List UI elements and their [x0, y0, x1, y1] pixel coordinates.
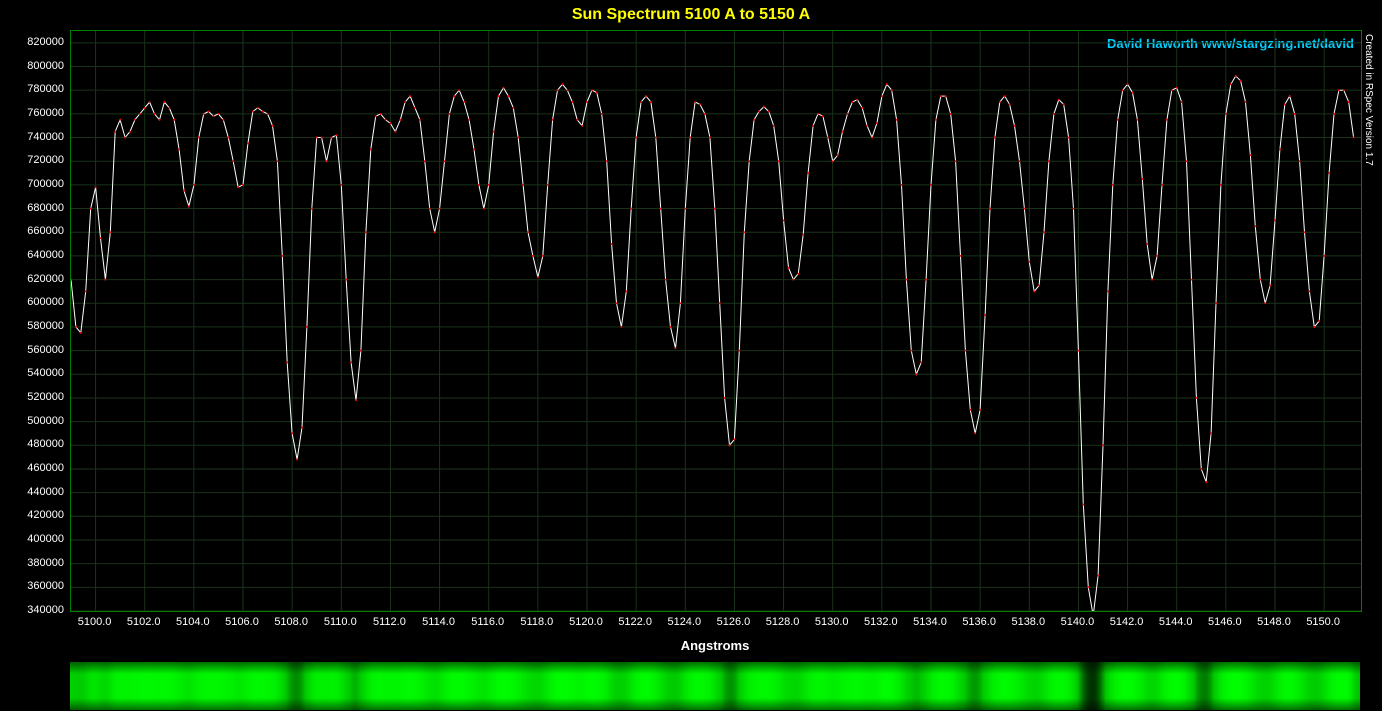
y-tick-label: 600000 [16, 296, 64, 308]
x-tick-label: 5122.0 [618, 616, 652, 628]
y-tick-label: 620000 [16, 273, 64, 285]
software-credit-text: Created in RSpec Version 1.7 [1363, 34, 1374, 166]
x-tick-label: 5112.0 [373, 616, 406, 628]
x-tick-label: 5104.0 [176, 616, 210, 628]
y-tick-label: 800000 [16, 60, 64, 72]
y-tick-label: 340000 [16, 604, 64, 616]
spectrum-line [71, 76, 1354, 611]
x-tick-label: 5106.0 [225, 616, 259, 628]
x-tick-label: 5128.0 [766, 616, 800, 628]
x-tick-label: 5132.0 [864, 616, 898, 628]
y-tick-label: 560000 [16, 344, 64, 356]
y-tick-label: 700000 [16, 178, 64, 190]
x-tick-label: 5140.0 [1061, 616, 1095, 628]
x-tick-label: 5134.0 [913, 616, 947, 628]
plot-area [70, 30, 1362, 612]
x-tick-label: 5146.0 [1208, 616, 1242, 628]
chart-title: Sun Spectrum 5100 A to 5150 A [0, 6, 1382, 24]
spectrum-band-canvas [70, 662, 1360, 710]
y-tick-label: 520000 [16, 391, 64, 403]
y-tick-label: 480000 [16, 438, 64, 450]
x-tick-label: 5136.0 [962, 616, 996, 628]
spectrum-color-band [70, 662, 1360, 710]
y-tick-label: 460000 [16, 462, 64, 474]
y-tick-label: 580000 [16, 320, 64, 332]
x-tick-label: 5130.0 [815, 616, 849, 628]
x-tick-label: 5144.0 [1159, 616, 1193, 628]
y-tick-label: 540000 [16, 367, 64, 379]
x-tick-label: 5148.0 [1257, 616, 1291, 628]
x-tick-label: 5124.0 [667, 616, 701, 628]
y-tick-label: 500000 [16, 415, 64, 427]
y-tick-label: 760000 [16, 107, 64, 119]
y-tick-label: 360000 [16, 580, 64, 592]
y-tick-label: 660000 [16, 225, 64, 237]
spectrum-line-chart [71, 31, 1361, 611]
x-tick-label: 5142.0 [1110, 616, 1144, 628]
x-tick-label: 5150.0 [1306, 616, 1340, 628]
x-tick-label: 5100.0 [78, 616, 112, 628]
y-tick-label: 820000 [16, 36, 64, 48]
x-tick-label: 5120.0 [569, 616, 603, 628]
y-tick-label: 440000 [16, 486, 64, 498]
y-tick-label: 740000 [16, 131, 64, 143]
x-tick-label: 5108.0 [274, 616, 308, 628]
x-tick-label: 5110.0 [324, 616, 357, 628]
x-tick-label: 5102.0 [127, 616, 161, 628]
x-tick-label: 5114.0 [422, 616, 455, 628]
root-container: Sun Spectrum 5100 A to 5150 A David Hawo… [0, 0, 1382, 711]
y-tick-label: 380000 [16, 557, 64, 569]
y-tick-label: 680000 [16, 202, 64, 214]
y-tick-label: 420000 [16, 509, 64, 521]
x-tick-label: 5116.0 [471, 616, 504, 628]
x-tick-label: 5138.0 [1011, 616, 1045, 628]
x-tick-label: 5126.0 [717, 616, 751, 628]
x-axis-title: Angstroms [70, 638, 1360, 653]
y-tick-label: 780000 [16, 83, 64, 95]
y-tick-label: 400000 [16, 533, 64, 545]
x-tick-label: 5118.0 [520, 616, 553, 628]
y-tick-label: 640000 [16, 249, 64, 261]
y-tick-label: 720000 [16, 154, 64, 166]
